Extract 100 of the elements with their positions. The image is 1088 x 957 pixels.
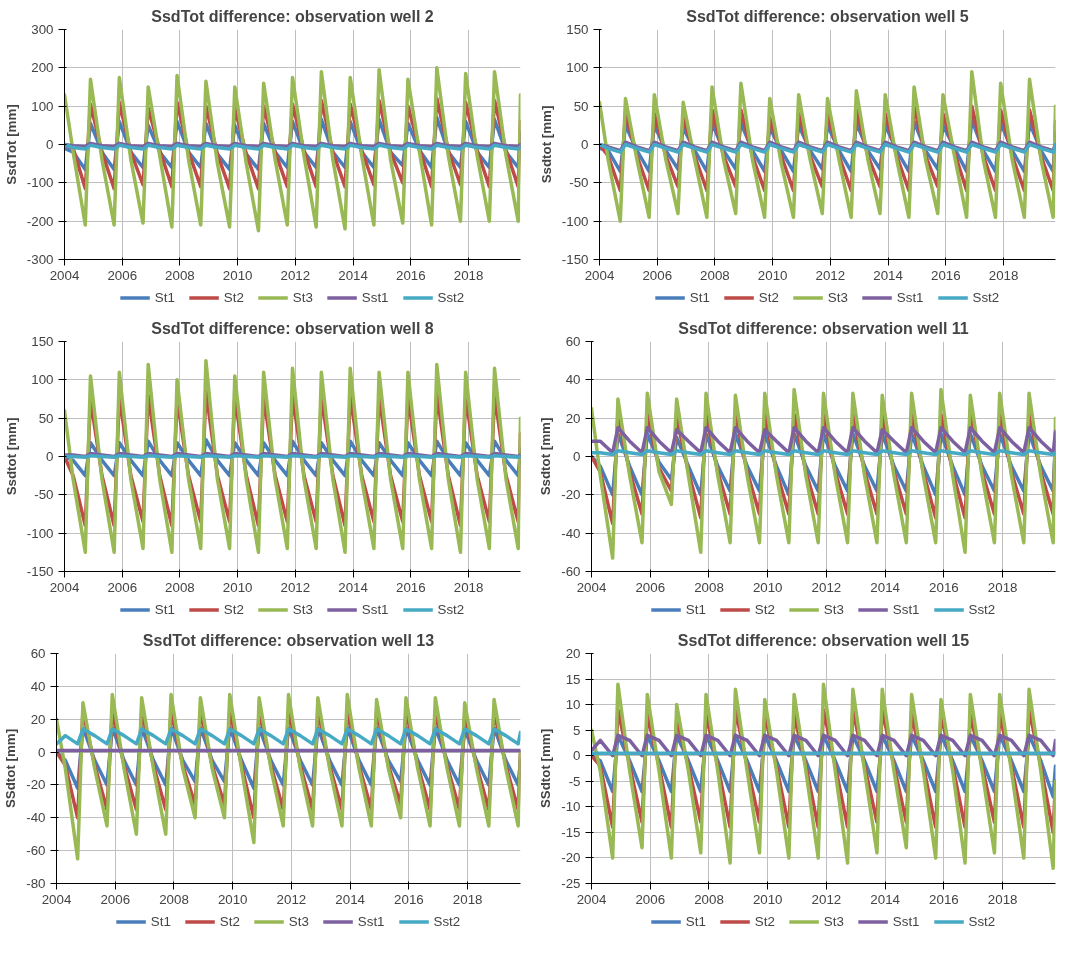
chart-title: SsdTot difference: observation well 2 <box>151 7 434 25</box>
line-series <box>591 682 1056 870</box>
x-tick-label: 2006 <box>107 579 138 595</box>
legend-label: Sst1 <box>357 913 385 929</box>
legend-label: Sst2 <box>968 913 996 929</box>
y-tick-label: -20 <box>561 850 581 866</box>
x-tick-label: 2010 <box>217 891 248 907</box>
line-series <box>64 66 521 233</box>
x-tick-label: 2010 <box>757 267 788 283</box>
y-tick-label: 200 <box>31 60 54 76</box>
legend-label: Sst1 <box>892 601 920 617</box>
y-tick-label: 100 <box>31 372 54 388</box>
y-tick-label: 20 <box>565 646 581 661</box>
x-tick-label: 2006 <box>107 267 138 283</box>
x-tick-label: 2012 <box>280 267 311 283</box>
y-tick-label: 100 <box>566 60 589 76</box>
legend-label: St1 <box>689 289 710 305</box>
y-axis-title: SSdtot [mm] <box>3 728 19 809</box>
x-tick-label: 2008 <box>694 891 724 907</box>
x-tick-label: 2010 <box>752 579 783 595</box>
x-tick-label: 2008 <box>165 267 195 283</box>
legend-label: Sst2 <box>433 913 461 929</box>
chart-title: SsdTot difference: observation well 8 <box>151 319 434 337</box>
legend-label: St1 <box>685 601 706 617</box>
x-tick-label: 2016 <box>396 267 426 283</box>
x-tick-label: 2012 <box>815 267 846 283</box>
legend-label: St1 <box>685 913 706 929</box>
legend-label: Sst2 <box>437 289 465 305</box>
y-tick-label: 5 <box>573 722 581 738</box>
x-tick-label: 2004 <box>584 267 615 283</box>
line-series <box>64 358 521 555</box>
y-tick-label: 40 <box>565 372 581 388</box>
x-tick-label: 2008 <box>165 579 195 595</box>
line-series <box>591 387 1056 560</box>
y-axis-title: Ssdtot [mm] <box>3 417 19 496</box>
y-tick-label: -300 <box>26 252 54 267</box>
y-tick-label: -60 <box>26 843 46 859</box>
y-axis-title: Ssdtot [mm] <box>538 105 554 184</box>
y-tick-label: 100 <box>31 98 54 114</box>
legend-label: St1 <box>150 913 171 929</box>
y-tick-label: -60 <box>561 564 581 579</box>
legend-label: St3 <box>823 601 844 617</box>
y-axis-title: SsdTot [mm] <box>3 104 19 185</box>
x-tick-label: 2004 <box>41 891 72 907</box>
legend-label: Sst1 <box>361 289 389 305</box>
y-tick-label: 60 <box>30 646 46 661</box>
y-tick-label: -10 <box>561 799 581 815</box>
y-tick-label: -20 <box>26 777 46 793</box>
x-tick-label: 2012 <box>811 579 842 595</box>
legend-label: St1 <box>154 289 175 305</box>
legend-label: St3 <box>823 913 844 929</box>
y-tick-label: 150 <box>566 22 589 37</box>
y-tick-label: -150 <box>26 564 54 579</box>
x-tick-label: 2004 <box>49 579 80 595</box>
x-tick-label: 2018 <box>452 891 483 907</box>
x-tick-label: 2010 <box>222 267 253 283</box>
x-tick-label: 2018 <box>988 267 1019 283</box>
y-tick-label: -20 <box>561 487 581 503</box>
y-tick-label: -100 <box>26 525 54 541</box>
legend-label: St2 <box>223 289 244 305</box>
y-tick-label: -50 <box>569 175 589 191</box>
y-tick-label: -25 <box>561 876 581 891</box>
x-tick-label: 2014 <box>335 891 366 907</box>
y-tick-label: 0 <box>38 744 46 760</box>
x-tick-label: 2016 <box>394 891 424 907</box>
legend-label: Sst2 <box>968 601 996 617</box>
x-tick-label: 2010 <box>752 891 783 907</box>
y-tick-label: 20 <box>565 410 581 426</box>
chart-title: SsdTot difference: observation well 13 <box>142 631 435 649</box>
y-tick-label: 0 <box>46 137 54 152</box>
y-tick-label: -100 <box>561 213 589 229</box>
x-tick-label: 2006 <box>642 267 673 283</box>
chart-title: SsdTot difference: observation well 5 <box>686 7 969 25</box>
x-tick-label: 2004 <box>576 891 607 907</box>
y-tick-label: -40 <box>561 525 581 541</box>
legend-label: St3 <box>292 601 313 617</box>
y-axis-title: Ssdtot [mm] <box>538 417 554 496</box>
legend-label: Sst2 <box>972 289 1000 305</box>
legend-label: Sst2 <box>437 601 465 617</box>
y-tick-label: 15 <box>565 671 581 687</box>
x-tick-label: 2008 <box>159 891 189 907</box>
y-tick-label: 0 <box>46 449 54 464</box>
y-tick-label: -80 <box>26 876 46 891</box>
y-tick-label: 0 <box>581 137 589 152</box>
x-tick-label: 2006 <box>635 579 666 595</box>
y-tick-label: -50 <box>34 487 54 503</box>
legend-label: St2 <box>754 601 775 617</box>
x-tick-label: 2018 <box>453 267 484 283</box>
legend-label: Sst1 <box>896 289 924 305</box>
y-tick-label: -15 <box>561 824 581 840</box>
legend-label: St3 <box>292 289 313 305</box>
y-tick-label: 50 <box>573 98 589 114</box>
x-tick-label: 2014 <box>338 267 369 283</box>
x-tick-label: 2016 <box>931 267 961 283</box>
x-tick-label: 2010 <box>222 579 253 595</box>
x-tick-label: 2018 <box>987 579 1018 595</box>
legend-label: St3 <box>827 289 848 305</box>
x-tick-label: 2014 <box>870 579 901 595</box>
x-tick-label: 2012 <box>276 891 307 907</box>
y-tick-label: -200 <box>26 213 54 229</box>
